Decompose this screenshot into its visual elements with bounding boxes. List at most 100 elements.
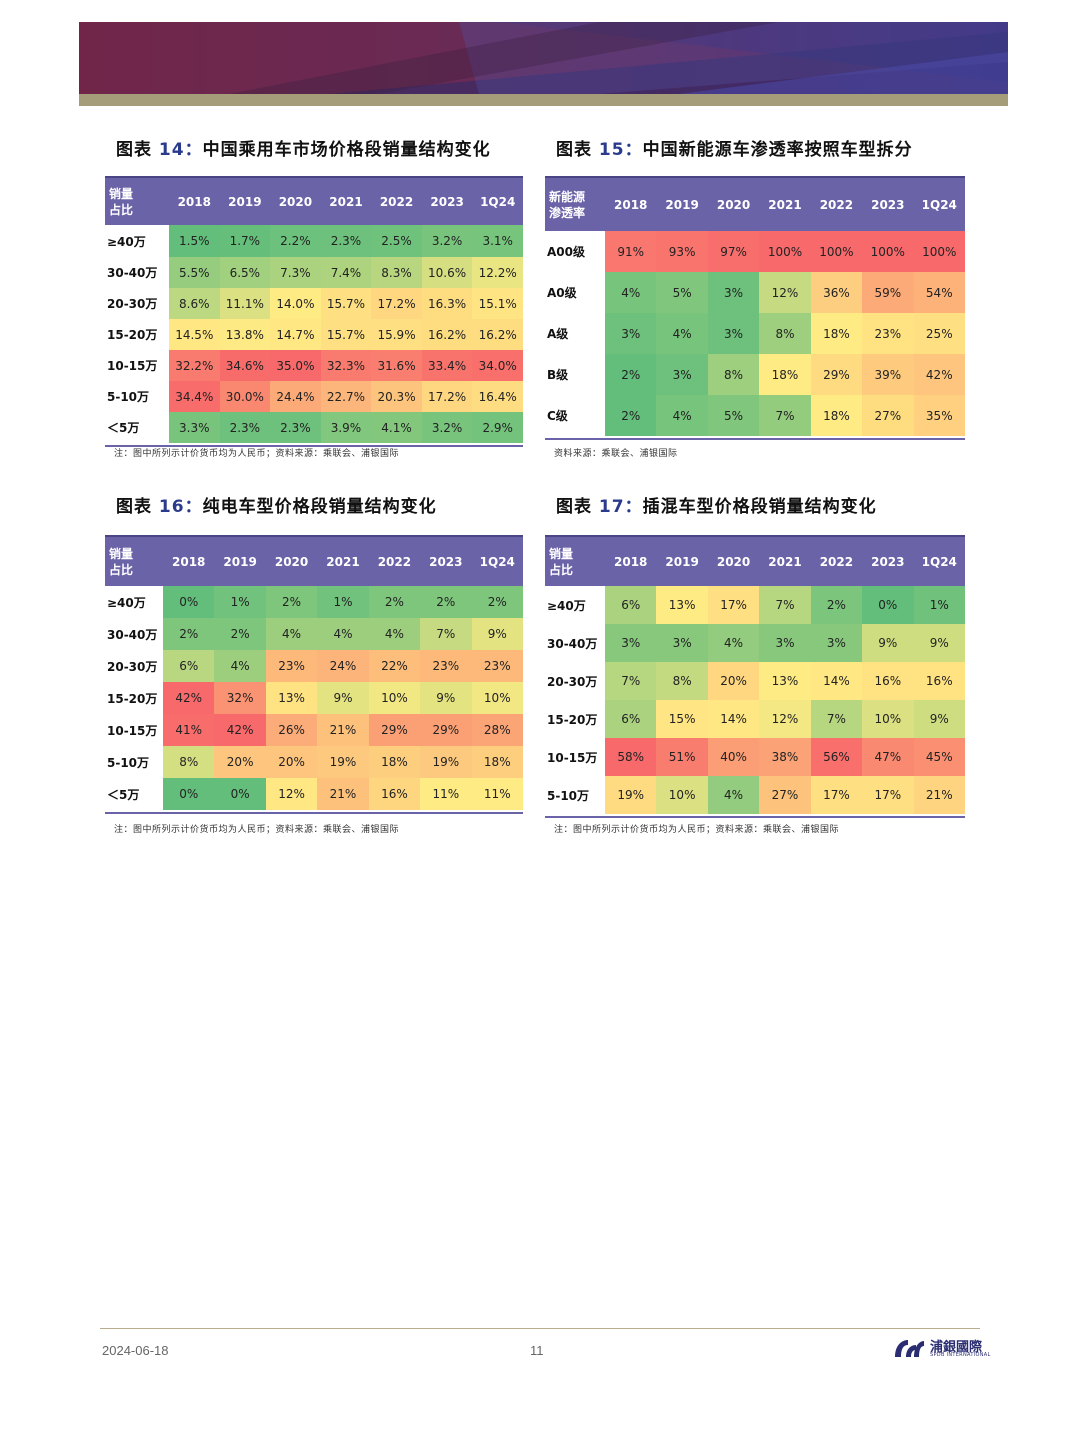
table-bottom-rule [545, 438, 965, 440]
heatmap-cell: 13% [656, 586, 708, 624]
table-row: ＜5万 0% 0% 12% 21% 16% 11% 11% [105, 778, 523, 810]
header-banner [79, 22, 1008, 106]
corner-header-line: 占比 [549, 562, 574, 577]
column-header: 2021 [759, 176, 811, 231]
heatmap-cell: 20.3% [371, 381, 422, 412]
heatmap-cell: 17% [707, 586, 760, 624]
heatmap-cell: 16.4% [472, 381, 523, 412]
heatmap-cell: 56% [810, 738, 863, 776]
column-header: 2019 [214, 535, 266, 586]
heatmap-cell: 21% [913, 776, 965, 814]
column-header: 2023 [862, 176, 914, 231]
heatmap-cell: 19% [420, 746, 472, 778]
heatmap-cell: 42% [913, 354, 965, 395]
figure-14-title: 图表 14：中国乘用车市场价格段销量结构变化 [116, 140, 491, 160]
heatmap-cell: 2% [214, 618, 266, 650]
table-row: 30-40万 3% 3% 4% 3% 3% 9% 9% [545, 624, 965, 662]
heatmap-cell: 7% [810, 700, 863, 738]
heatmap-cell: 12% [759, 700, 811, 738]
row-label: ≥40万 [105, 225, 169, 257]
heatmap-cell: 2% [810, 586, 863, 624]
figure-17-title: 图表 17：插混车型价格段销量结构变化 [556, 497, 877, 517]
column-header: 2020 [707, 176, 760, 231]
heatmap-cell: 28% [471, 714, 523, 746]
heatmap-cell: 33.4% [421, 350, 473, 381]
heatmap-cell: 19% [605, 776, 657, 814]
heatmap-cell: 8% [707, 354, 760, 395]
heatmap-cell: 59% [862, 272, 914, 313]
corner-header: 新能源 渗透率 [545, 176, 605, 231]
heatmap-cell: 91% [605, 231, 657, 272]
heatmap-cell: 27% [862, 395, 914, 436]
row-label: 10-15万 [105, 350, 169, 381]
table-bottom-rule [105, 812, 523, 814]
banner-graphic [79, 22, 1008, 106]
heatmap-cell: 2% [163, 618, 215, 650]
heatmap-cell: 2.9% [472, 412, 523, 443]
heatmap-cell: 97% [707, 231, 760, 272]
heatmap-cell: 6% [605, 700, 657, 738]
heatmap-cell: 20% [707, 662, 760, 700]
row-label: 30-40万 [105, 618, 163, 650]
column-header: 2018 [605, 535, 657, 586]
heatmap-cell: 16.2% [421, 319, 473, 350]
heatmap-cell: 0% [163, 586, 215, 618]
heatmap-cell: 14% [707, 700, 760, 738]
corner-header-line: 占比 [109, 202, 134, 217]
table-row: C级 2% 4% 5% 7% 18% 27% 35% [545, 395, 965, 436]
heatmap-cell: 12.2% [472, 257, 523, 288]
corner-header: 销量 占比 [105, 535, 163, 586]
heatmap-cell: 11.1% [219, 288, 271, 319]
row-label: 20-30万 [105, 288, 169, 319]
heatmap-cell: 13% [759, 662, 811, 700]
heatmap-cell: 1% [317, 586, 369, 618]
heatmap-cell: 18% [810, 313, 863, 354]
table-bottom-rule [545, 816, 965, 818]
heatmap-cell: 8% [759, 313, 811, 354]
corner-header: 销量 占比 [105, 176, 169, 225]
heatmap-cell: 5% [707, 395, 760, 436]
heatmap-cell: 24% [317, 650, 369, 682]
heatmap-cell: 16% [862, 662, 914, 700]
corner-header-line: 渗透率 [549, 205, 586, 220]
column-header: 1Q24 [471, 535, 523, 586]
heatmap-cell: 3.3% [169, 412, 220, 443]
table-bottom-rule [105, 445, 523, 447]
heatmap-cell: 40% [707, 738, 760, 776]
column-header: 2019 [656, 176, 708, 231]
heatmap-cell: 9% [317, 682, 369, 714]
row-label: A级 [545, 313, 605, 354]
heatmap-cell: 23% [471, 650, 523, 682]
heatmap-cell: 8% [656, 662, 708, 700]
row-label: ≥40万 [545, 586, 605, 624]
figure-14-note: 注：图中所列示计价货币均为人民币；资料来源：乘联会、浦银国际 [114, 449, 400, 459]
footer-date: 2024-06-18 [102, 1343, 169, 1358]
row-label: ＜5万 [105, 412, 169, 443]
heatmap-cell: 9% [913, 700, 965, 738]
heatmap-cell: 0% [163, 778, 215, 810]
heatmap-cell: 9% [913, 624, 965, 662]
heatmap-cell: 3% [656, 624, 708, 662]
heatmap-cell: 4% [605, 272, 657, 313]
heatmap-cell: 23% [862, 313, 914, 354]
heatmap-cell: 8.6% [169, 288, 220, 319]
heatmap-cell: 1% [214, 586, 266, 618]
heatmap-cell: 13% [265, 682, 318, 714]
heatmap-cell: 6% [163, 650, 215, 682]
heatmap-cell: 15.7% [320, 319, 372, 350]
heatmap-cell: 100% [810, 231, 863, 272]
heatmap-cell: 22.7% [320, 381, 372, 412]
heatmap-cell: 2.3% [320, 225, 372, 257]
table-row: 10-15万 58% 51% 40% 38% 56% 47% 45% [545, 738, 965, 776]
row-label: 10-15万 [105, 714, 163, 746]
heatmap-cell: 17.2% [421, 381, 473, 412]
heatmap-cell: 3% [605, 313, 657, 354]
column-header: 1Q24 [913, 176, 965, 231]
heatmap-cell: 20% [265, 746, 318, 778]
figure-16-title: 图表 16：纯电车型价格段销量结构变化 [116, 497, 437, 517]
heatmap-cell: 22% [368, 650, 421, 682]
row-label: ＜5万 [105, 778, 163, 810]
heatmap-cell: 21% [317, 778, 369, 810]
heatmap-cell: 3% [707, 313, 760, 354]
table-row: 5-10万 34.4% 30.0% 24.4% 22.7% 20.3% 17.2% 16.4% [105, 381, 523, 412]
